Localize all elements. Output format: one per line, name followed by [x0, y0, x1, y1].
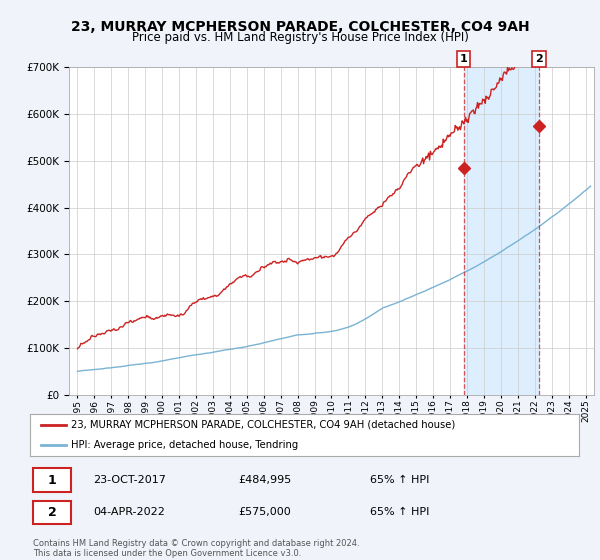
Text: 2: 2: [535, 54, 543, 64]
FancyBboxPatch shape: [33, 501, 71, 524]
Text: £575,000: £575,000: [239, 507, 292, 517]
Text: 2: 2: [47, 506, 56, 519]
Text: 1: 1: [460, 54, 467, 64]
Text: 04-APR-2022: 04-APR-2022: [93, 507, 165, 517]
Text: 1: 1: [47, 474, 56, 487]
Text: 23-OCT-2017: 23-OCT-2017: [93, 475, 166, 485]
Text: Contains HM Land Registry data © Crown copyright and database right 2024.
This d: Contains HM Land Registry data © Crown c…: [33, 539, 359, 558]
Text: 65% ↑ HPI: 65% ↑ HPI: [370, 475, 430, 485]
Text: 65% ↑ HPI: 65% ↑ HPI: [370, 507, 430, 517]
Text: Price paid vs. HM Land Registry's House Price Index (HPI): Price paid vs. HM Land Registry's House …: [131, 31, 469, 44]
Text: 23, MURRAY MCPHERSON PARADE, COLCHESTER, CO4 9AH (detached house): 23, MURRAY MCPHERSON PARADE, COLCHESTER,…: [71, 420, 455, 430]
Text: 23, MURRAY MCPHERSON PARADE, COLCHESTER, CO4 9AH: 23, MURRAY MCPHERSON PARADE, COLCHESTER,…: [71, 20, 529, 34]
Text: £484,995: £484,995: [239, 475, 292, 485]
FancyBboxPatch shape: [33, 468, 71, 492]
Bar: [464, 67, 539, 395]
Text: HPI: Average price, detached house, Tendring: HPI: Average price, detached house, Tend…: [71, 440, 298, 450]
